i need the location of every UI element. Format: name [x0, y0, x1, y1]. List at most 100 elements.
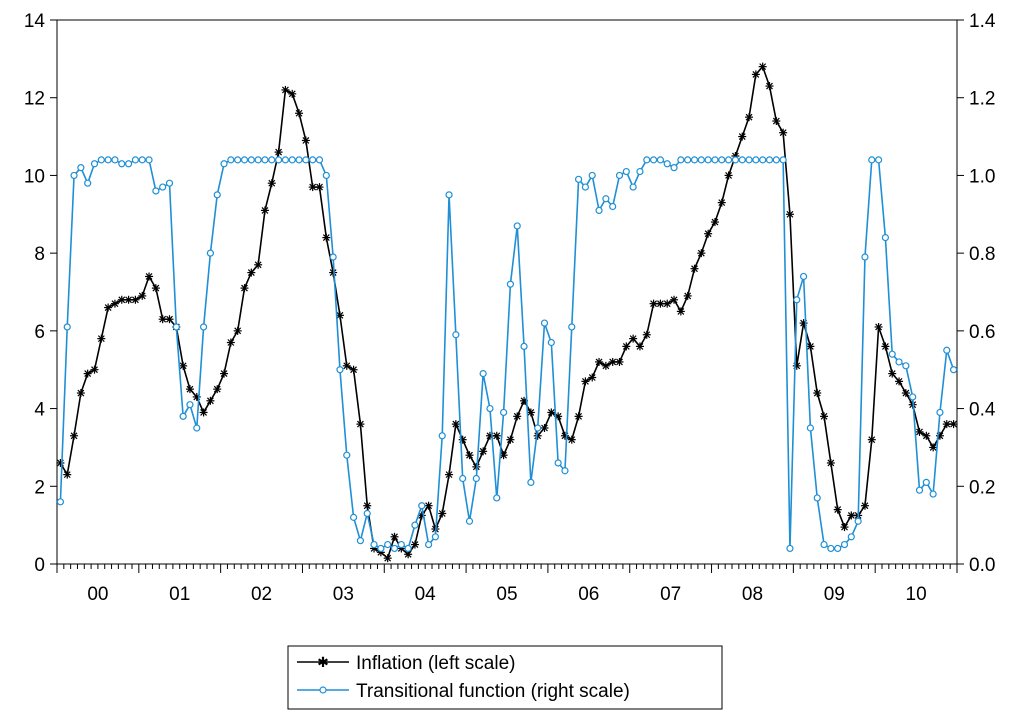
transitional-point: [765, 156, 774, 164]
transitional-point: [704, 156, 712, 164]
inflation-point: [724, 171, 733, 180]
transitional-point: [56, 498, 65, 506]
inflation-point: [260, 206, 269, 215]
inflation-point: [629, 334, 638, 343]
transitional-point: [165, 179, 174, 187]
transitional-point: [247, 156, 255, 164]
inflation-point: [424, 501, 433, 510]
inflation-point: [213, 385, 222, 394]
transitional-point: [759, 156, 767, 164]
transitional-point: [554, 459, 562, 467]
transitional-point: [363, 509, 371, 518]
inflation-point: [622, 342, 631, 351]
inflation-point: [595, 357, 604, 366]
inflation-point: [738, 132, 747, 141]
transitional-point: [377, 544, 385, 553]
inflation-point: [390, 532, 399, 541]
inflation-point: [867, 435, 876, 444]
transitional-point: [636, 167, 644, 176]
transitional-point: [459, 474, 467, 483]
transitional-point: [786, 544, 794, 553]
transitional-point: [84, 179, 92, 187]
transitional-point: [615, 171, 624, 180]
inflation-point: [479, 447, 488, 456]
left-tick-label: 0: [34, 555, 45, 576]
inflation-point: [901, 389, 910, 398]
transitional-point: [159, 183, 167, 191]
inflation-point: [942, 420, 951, 429]
inflation-point: [349, 365, 358, 374]
transitional-point: [622, 167, 630, 176]
transitional-point: [111, 156, 119, 164]
transitional-point: [356, 537, 365, 545]
inflation-point: [185, 385, 194, 394]
transitional-series: [56, 156, 958, 553]
transitional-point: [902, 362, 910, 370]
left-tick-label: 2: [34, 477, 45, 498]
inflation-point: [635, 342, 644, 351]
inflation-point: [383, 554, 392, 563]
transitional-point: [943, 346, 951, 354]
transitional-point: [629, 183, 637, 191]
inflation-point: [281, 85, 290, 94]
transitional-point: [752, 156, 760, 164]
transitional-point: [118, 160, 126, 168]
transitional-point: [874, 156, 883, 164]
inflation-point: [745, 113, 754, 122]
inflation-point: [833, 505, 842, 514]
right-axis: 0.0 0.2 0.4 0.6 0.8 1.0 1.2 1.4: [957, 11, 996, 576]
transitional-point: [806, 424, 815, 432]
inflation-point: [506, 435, 515, 444]
inflation-point: [274, 148, 283, 157]
inflation-point: [70, 431, 79, 440]
left-tick-label: 8: [34, 244, 45, 265]
transitional-point: [868, 156, 876, 164]
x-tick-label: 02: [251, 584, 272, 605]
transitional-point: [179, 412, 187, 420]
transitional-point: [520, 342, 528, 350]
inflation-point: [758, 62, 767, 71]
inflation-point: [445, 470, 454, 479]
transitional-point: [718, 156, 726, 164]
transitional-line: [59, 159, 955, 550]
transitional-point: [186, 401, 194, 409]
transitional-point: [854, 517, 862, 525]
series-layer: [56, 62, 958, 563]
inflation-point: [329, 268, 338, 277]
inflation-point: [451, 420, 460, 429]
transitional-point: [711, 156, 719, 164]
transitional-point: [240, 156, 249, 164]
transitional-point: [206, 249, 215, 257]
transitional-point: [90, 160, 99, 168]
transitional-point: [949, 366, 958, 374]
inflation-point: [847, 511, 856, 520]
inflation-point: [267, 179, 276, 188]
transitional-point: [281, 156, 290, 164]
transitional-point: [104, 156, 112, 164]
transitional-point: [288, 156, 296, 164]
inflation-point: [826, 458, 835, 467]
inflation-point: [779, 128, 788, 137]
transitional-point: [452, 331, 460, 339]
inflation-point: [288, 89, 297, 98]
inflation-point: [492, 431, 501, 440]
left-tick-label: 12: [24, 89, 45, 110]
transitional-point: [909, 393, 917, 401]
transitional-point: [424, 540, 433, 549]
transitional-point: [820, 540, 828, 549]
transitional-point: [609, 202, 617, 211]
transitional-point: [397, 540, 405, 549]
transitional-point: [193, 424, 201, 432]
inflation-point: [97, 334, 106, 343]
x-tick-label: 00: [87, 584, 108, 605]
transitional-point: [745, 156, 753, 164]
transitional-point: [384, 540, 392, 549]
inflation-point: [649, 299, 658, 308]
transitional-point: [929, 490, 937, 498]
left-tick-label: 14: [24, 11, 46, 32]
transitional-point: [663, 160, 671, 168]
transitional-point: [793, 296, 801, 304]
right-tick-label: 1.2: [969, 89, 995, 110]
transitional-point: [295, 156, 303, 164]
